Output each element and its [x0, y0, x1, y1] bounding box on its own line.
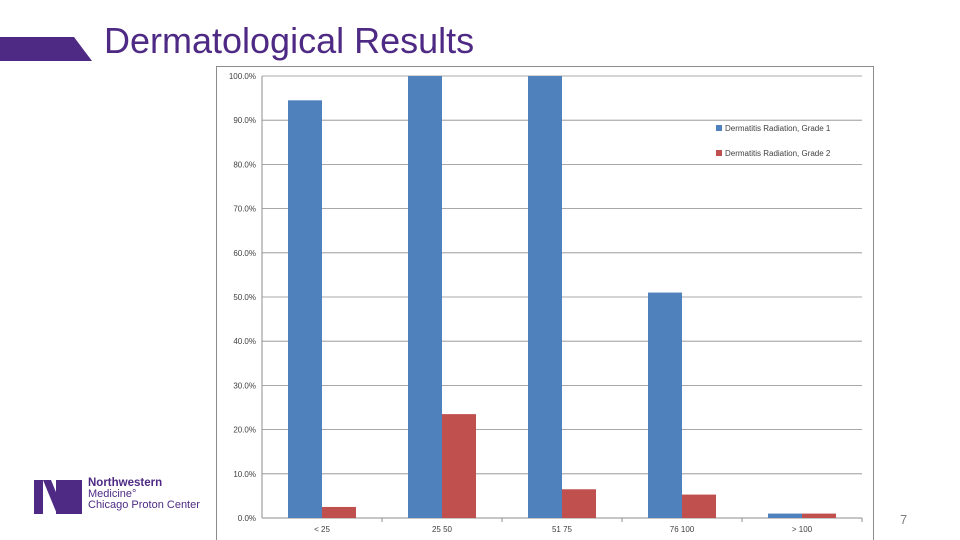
legend-label: Dermatitis Radiation, Grade 2 [725, 149, 831, 158]
bar-grade1 [648, 292, 682, 518]
y-tick-label: 60.0% [233, 249, 256, 258]
y-tick-label: 0.0% [238, 514, 256, 523]
x-tick-label: 76 100 [670, 525, 695, 534]
bar-grade2 [562, 489, 596, 518]
title-accent-bar [0, 37, 92, 61]
legend-label: Dermatitis Radiation, Grade 1 [725, 124, 831, 133]
bar-grade1 [408, 76, 442, 518]
bar-grade2 [442, 414, 476, 518]
nm-logo-icon [34, 480, 82, 514]
y-tick-label: 50.0% [233, 293, 256, 302]
y-tick-label: 80.0% [233, 160, 256, 169]
slide-title: Dermatological Results [104, 20, 475, 61]
bar-grade1 [528, 76, 562, 518]
bar-grade1 [288, 100, 322, 518]
bar-grade1 [768, 513, 802, 518]
bar-chart: 0.0% 10.0% 20.0% 30.0% 40.0% 50.0% 60.0% 70.0% 8… [229, 72, 863, 534]
x-tick-label: 51 75 [552, 525, 573, 534]
y-tick-label: 10.0% [233, 470, 256, 479]
logo-text: Northwestern Medicine° Chicago Proton Ce… [88, 477, 200, 511]
bar-grade2 [682, 494, 716, 518]
legend-swatch [716, 125, 722, 131]
y-tick-label: 70.0% [233, 205, 256, 214]
northwestern-medicine-logo: Northwestern Medicine° Chicago Proton Ce… [34, 477, 204, 518]
bar-grade2 [802, 513, 836, 518]
legend-swatch [716, 150, 722, 156]
y-tick-label: 100.0% [229, 72, 256, 81]
logo-line-2: Medicine° [88, 488, 137, 500]
y-tick-label: 90.0% [233, 116, 256, 125]
x-tick-label: > 100 [792, 525, 813, 534]
logo-line-3: Chicago Proton Center [88, 499, 200, 511]
bar-grade2 [322, 506, 356, 518]
logo-line-1: Northwestern [88, 477, 163, 489]
x-tick-label: 25 50 [432, 525, 453, 534]
y-tick-label: 20.0% [233, 426, 256, 435]
y-tick-label: 30.0% [233, 381, 256, 390]
y-tick-label: 40.0% [233, 337, 256, 346]
x-tick-label: < 25 [314, 525, 330, 534]
page-number: 7 [900, 512, 908, 527]
